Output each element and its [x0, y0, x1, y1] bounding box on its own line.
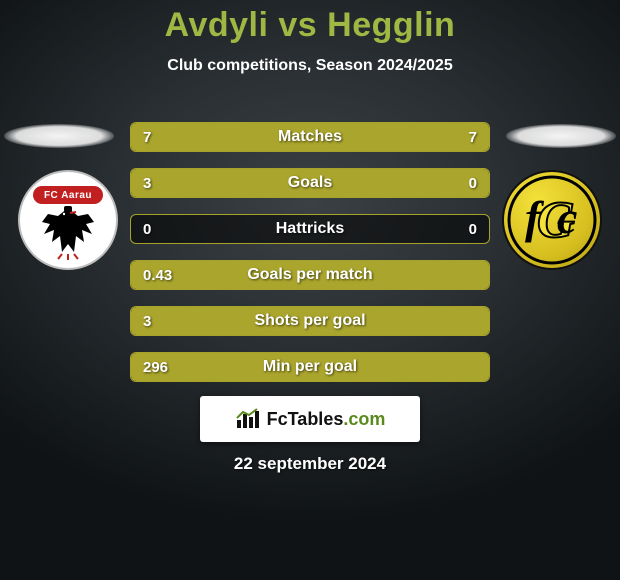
- brand-suffix: .com: [343, 409, 385, 429]
- page-title: Avdyli vs Hegglin: [0, 0, 620, 45]
- stat-row: Min per goal296: [130, 352, 490, 382]
- team-badge-left-inner: FC Aarau: [28, 180, 108, 260]
- stat-value-left: 0: [131, 215, 163, 243]
- stat-fill-left: [131, 261, 489, 289]
- brand-name: FcTables: [267, 409, 344, 429]
- team-right-monogram: f G c: [504, 172, 600, 268]
- brand-chart-icon: [235, 408, 261, 430]
- team-badge-right: f G c: [502, 170, 602, 270]
- subtitle: Club competitions, Season 2024/2025: [0, 57, 620, 75]
- stat-row: Hattricks0 0: [130, 214, 490, 244]
- comparison-card: Avdyli vs Hegglin Club competitions, Sea…: [0, 0, 620, 580]
- spotlight-left: [4, 124, 114, 148]
- team-left-banner: FC Aarau: [33, 186, 103, 204]
- stat-row: Matches77: [130, 122, 490, 152]
- stat-row: Goals30: [130, 168, 490, 198]
- stat-label: Hattricks: [131, 215, 489, 243]
- date-label: 22 september 2024: [234, 454, 386, 474]
- brand-box: FcTables.com: [200, 396, 420, 442]
- eagle-icon: [36, 204, 100, 260]
- stat-fill-left: [131, 353, 489, 381]
- stat-fill-left: [131, 123, 310, 151]
- stat-value-right: 0: [457, 215, 489, 243]
- stat-fill-right: [310, 123, 489, 151]
- brand-text: FcTables.com: [267, 409, 386, 430]
- stat-bars: Matches77 Goals30 Hattricks0 0 Goals per mat…: [130, 122, 490, 398]
- stat-row: Shots per goal3: [130, 306, 490, 336]
- team-badge-left: FC Aarau: [18, 170, 118, 270]
- stat-fill-left: [131, 169, 417, 197]
- fcs-monogram-icon: f G c: [507, 175, 597, 265]
- stat-fill-right: [417, 169, 489, 197]
- stat-fill-left: [131, 307, 489, 335]
- stat-row: Goals per match0.43: [130, 260, 490, 290]
- spotlight-right: [506, 124, 616, 148]
